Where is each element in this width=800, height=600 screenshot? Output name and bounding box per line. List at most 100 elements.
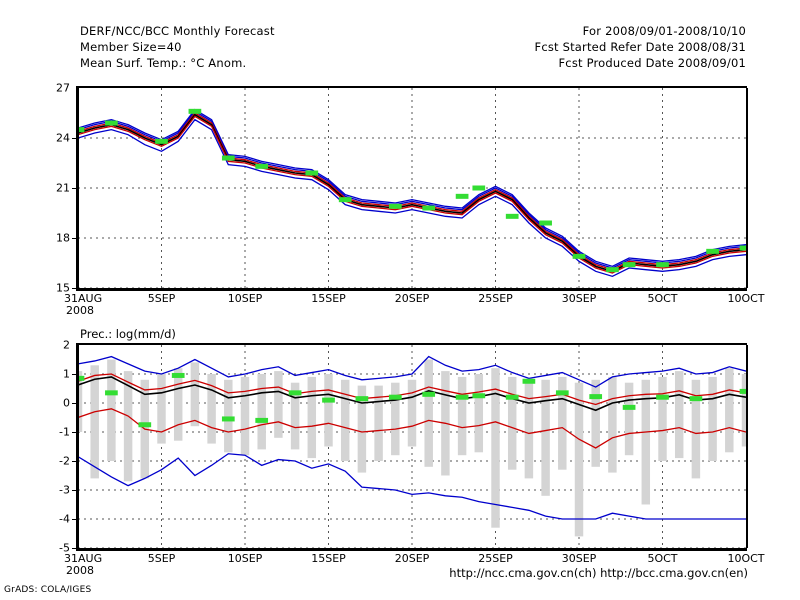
x-tick-label: 20SEP bbox=[394, 552, 430, 565]
x-tick-label: 10OCT bbox=[727, 292, 765, 305]
ensemble-range-bar bbox=[591, 379, 600, 467]
ensemble-range-bar bbox=[741, 374, 746, 447]
observation-marker bbox=[221, 416, 235, 422]
observation-marker bbox=[288, 390, 302, 396]
panel-title-precipitation: Prec.: log(mm/d) bbox=[80, 327, 176, 341]
y-tick-mark bbox=[72, 547, 77, 549]
series-line-quartile-upper bbox=[78, 112, 746, 271]
x-tick-label: 10OCT bbox=[727, 552, 765, 565]
observation-marker bbox=[388, 394, 402, 400]
ensemble-range-bar bbox=[708, 376, 717, 461]
ensemble-range-bar bbox=[608, 376, 617, 473]
observation-marker bbox=[105, 390, 118, 396]
y-tick-label: -2 bbox=[59, 454, 70, 468]
series-line-ensemble-max bbox=[78, 355, 746, 388]
observation-marker bbox=[388, 203, 402, 209]
observation-marker bbox=[656, 262, 669, 268]
y-tick-mark bbox=[72, 489, 77, 491]
y-tick-mark bbox=[72, 460, 77, 462]
ensemble-range-bar bbox=[541, 379, 550, 496]
observation-marker bbox=[78, 127, 85, 133]
ensemble-range-bar bbox=[257, 374, 266, 450]
observation-marker bbox=[505, 213, 519, 219]
observation-marker bbox=[322, 397, 335, 403]
observation-marker bbox=[255, 163, 269, 169]
observation-marker bbox=[689, 396, 703, 402]
observation-marker bbox=[78, 375, 85, 381]
axis-bottom-precipitation bbox=[76, 548, 747, 551]
ensemble-range-bar bbox=[574, 382, 584, 537]
ensemble-range-bar bbox=[474, 374, 484, 453]
series-line-ensemble-min bbox=[78, 453, 746, 520]
x-axis-year-label: 2008 bbox=[66, 304, 94, 317]
axis-left-temperature bbox=[76, 88, 79, 288]
axis-right-temperature bbox=[746, 88, 748, 288]
series-line-ensemble-upper bbox=[78, 110, 746, 269]
ensemble-range-bar bbox=[558, 376, 567, 470]
observation-marker bbox=[422, 391, 436, 397]
axis-top-precipitation bbox=[76, 343, 747, 345]
x-tick-label: 15SEP bbox=[311, 292, 346, 305]
observation-marker bbox=[188, 108, 202, 114]
x-tick-label: 10SEP bbox=[227, 552, 263, 565]
y-tick-mark bbox=[72, 187, 77, 189]
header-title: DERF/NCC/BCC Monthly Forecast bbox=[80, 24, 275, 38]
y-tick-mark bbox=[72, 137, 77, 139]
y-tick-label: 2 bbox=[63, 338, 70, 352]
axis-top-temperature bbox=[76, 86, 747, 88]
observation-marker bbox=[622, 404, 636, 410]
header-member-size: Member Size=40 bbox=[80, 40, 182, 54]
observation-marker bbox=[706, 248, 719, 254]
x-tick-label: 5OCT bbox=[647, 552, 678, 565]
ensemble-range-bar bbox=[374, 385, 383, 461]
header-refer-date: Fcst Started Refer Date 2008/08/31 bbox=[534, 40, 746, 54]
x-tick-label: 10SEP bbox=[227, 292, 263, 305]
ensemble-range-bar bbox=[173, 368, 183, 441]
x-tick-label: 5SEP bbox=[147, 552, 176, 565]
x-tick-label: 5OCT bbox=[647, 292, 678, 305]
observation-marker bbox=[606, 267, 619, 273]
x-tick-label: 31AUG bbox=[64, 292, 103, 305]
y-tick-mark bbox=[72, 237, 77, 239]
observation-marker bbox=[355, 396, 369, 402]
observation-marker bbox=[472, 393, 486, 399]
observation-marker bbox=[555, 390, 569, 396]
ensemble-range-bar bbox=[274, 371, 283, 438]
y-tick-mark bbox=[72, 402, 77, 404]
observation-marker bbox=[455, 193, 469, 199]
ensemble-range-bar bbox=[624, 382, 634, 456]
y-tick-label: 21 bbox=[56, 181, 70, 195]
y-tick-label: 27 bbox=[56, 81, 70, 95]
ensemble-range-bar bbox=[641, 379, 651, 505]
observation-marker bbox=[622, 262, 636, 268]
ensemble-range-bar bbox=[357, 385, 367, 473]
ensemble-range-bar bbox=[457, 376, 467, 456]
y-tick-label: -1 bbox=[59, 425, 70, 439]
ensemble-range-bar bbox=[307, 376, 317, 459]
ensemble-range-bar bbox=[324, 374, 333, 447]
y-tick-label: -4 bbox=[59, 512, 70, 526]
series-line-quartile-upper bbox=[78, 373, 746, 406]
ensemble-range-bar bbox=[725, 368, 734, 453]
y-tick-mark bbox=[72, 518, 77, 520]
ensemble-range-bar bbox=[524, 382, 534, 479]
y-tick-label: 18 bbox=[56, 231, 70, 245]
y-tick-label: 15 bbox=[56, 281, 70, 295]
y-tick-label: 1 bbox=[63, 367, 70, 381]
observation-marker bbox=[656, 394, 669, 400]
x-tick-label: 5SEP bbox=[147, 292, 176, 305]
observation-marker bbox=[739, 245, 746, 251]
axis-left-precipitation bbox=[76, 345, 79, 548]
observation-marker bbox=[171, 372, 185, 378]
y-tick-mark bbox=[72, 287, 77, 289]
x-tick-label: 25SEP bbox=[478, 552, 513, 565]
footer-links[interactable]: http://ncc.cma.gov.cn(ch) http://bcc.cma… bbox=[449, 566, 748, 580]
x-tick-label: 15SEP bbox=[311, 552, 346, 565]
ensemble-range-bar bbox=[424, 359, 433, 467]
ensemble-range-bar bbox=[340, 379, 350, 461]
observation-marker bbox=[105, 120, 118, 126]
ensemble-range-bar bbox=[90, 365, 99, 479]
x-tick-label: 31AUG bbox=[64, 552, 103, 565]
ensemble-range-bar bbox=[157, 374, 166, 444]
